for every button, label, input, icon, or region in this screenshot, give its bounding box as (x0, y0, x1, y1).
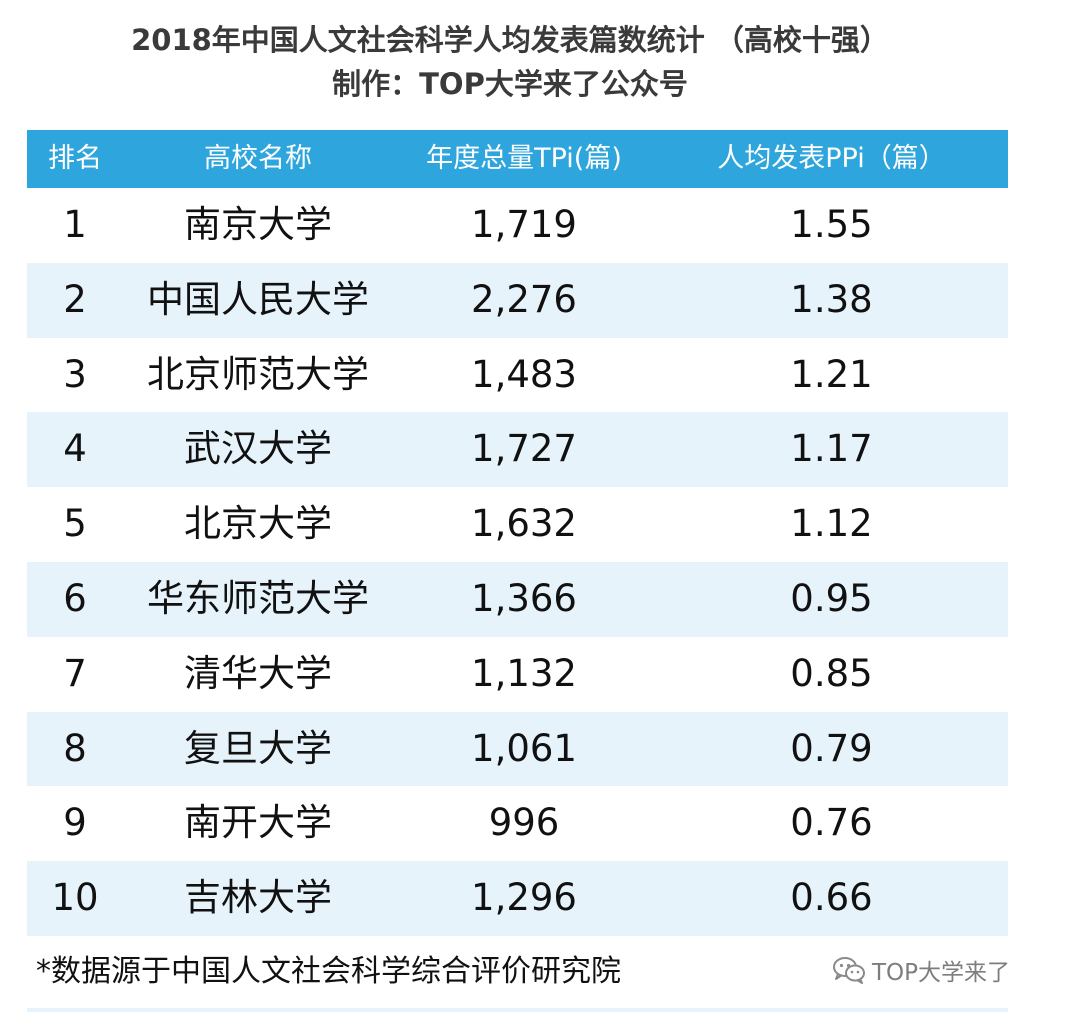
cell-total: 1,061 (471, 726, 577, 770)
cell-name: 北京师范大学 (147, 352, 369, 396)
cell-rank: 5 (63, 502, 87, 546)
cell-total: 996 (488, 801, 560, 845)
table-row: 2 中国人民大学 2,276 1.38 (27, 262, 1008, 338)
cell-per-capita: 1.55 (790, 203, 873, 246)
page-subtitle: 制作：TOP大学来了公众号 (332, 67, 688, 101)
table-row: 9 南开大学 996 0.76 (27, 786, 1008, 861)
header-rank: 排名 (48, 143, 102, 174)
cell-per-capita: 1.21 (790, 352, 873, 396)
bottom-divider (27, 1008, 1008, 1012)
cell-rank: 1 (63, 203, 87, 246)
cell-name: 吉林大学 (184, 876, 332, 920)
cell-name: 南开大学 (184, 801, 332, 845)
cell-total: 2,276 (471, 277, 577, 321)
cell-name: 清华大学 (184, 651, 332, 695)
cell-per-capita: 1.12 (790, 502, 873, 546)
table-header: 排名 高校名称 年度总量TPi(篇) 人均发表PPi（篇） (27, 130, 1008, 188)
header-name: 高校名称 (204, 143, 312, 174)
cell-rank: 6 (63, 576, 87, 620)
table-row: 10 吉林大学 1,296 0.66 (27, 861, 1008, 936)
header-per-capita: 人均发表PPi（篇） (717, 143, 946, 174)
cell-total: 1,727 (471, 427, 577, 471)
cell-per-capita: 0.95 (790, 576, 873, 620)
cell-name: 华东师范大学 (147, 576, 369, 620)
header-total: 年度总量TPi(篇) (426, 143, 622, 174)
cell-per-capita: 0.79 (790, 726, 873, 770)
cell-rank: 10 (51, 876, 99, 920)
cell-total: 1,632 (471, 502, 577, 546)
cell-total: 1,132 (471, 651, 577, 695)
ranking-table: 排名 高校名称 年度总量TPi(篇) 人均发表PPi（篇） 1 南京大学 1,7… (27, 130, 1008, 936)
cell-rank: 4 (63, 427, 87, 471)
table-row: 1 南京大学 1,719 1.55 (27, 188, 1008, 263)
cell-per-capita: 1.17 (790, 427, 873, 471)
cell-per-capita: 0.66 (790, 876, 873, 920)
cell-name: 中国人民大学 (147, 277, 369, 321)
watermark-text: TOP大学来了 (872, 960, 1011, 986)
table-row: 7 清华大学 1,132 0.85 (27, 637, 1008, 712)
cell-per-capita: 0.76 (790, 801, 873, 845)
table-row: 3 北京师范大学 1,483 1.21 (27, 338, 1008, 413)
cell-name: 北京大学 (184, 502, 332, 546)
wechat-icon (832, 956, 866, 984)
table-row: 6 华东师范大学 1,366 0.95 (27, 561, 1008, 637)
cell-total: 1,719 (471, 203, 577, 246)
cell-name: 武汉大学 (184, 427, 332, 471)
table-row: 5 北京大学 1,632 1.12 (27, 487, 1008, 562)
cell-total: 1,483 (471, 352, 577, 396)
cell-rank: 8 (63, 726, 87, 770)
cell-total: 1,296 (471, 876, 577, 920)
cell-name: 南京大学 (184, 203, 332, 246)
cell-name: 复旦大学 (184, 726, 332, 770)
cell-total: 1,366 (471, 576, 577, 620)
cell-rank: 9 (63, 801, 87, 845)
table-row: 8 复旦大学 1,061 0.79 (27, 711, 1008, 787)
watermark: TOP大学来了 (832, 950, 1010, 990)
cell-rank: 7 (63, 651, 87, 695)
cell-per-capita: 0.85 (790, 651, 873, 695)
page-title: 2018年中国人文社会科学人均发表篇数统计 （高校十强） (131, 23, 889, 57)
cell-rank: 2 (63, 277, 87, 321)
source-note: *数据源于中国人文社会科学综合评价研究院 (36, 954, 621, 989)
table-row: 4 武汉大学 1,727 1.17 (27, 412, 1008, 488)
cell-rank: 3 (63, 352, 87, 396)
cell-per-capita: 1.38 (790, 277, 873, 321)
